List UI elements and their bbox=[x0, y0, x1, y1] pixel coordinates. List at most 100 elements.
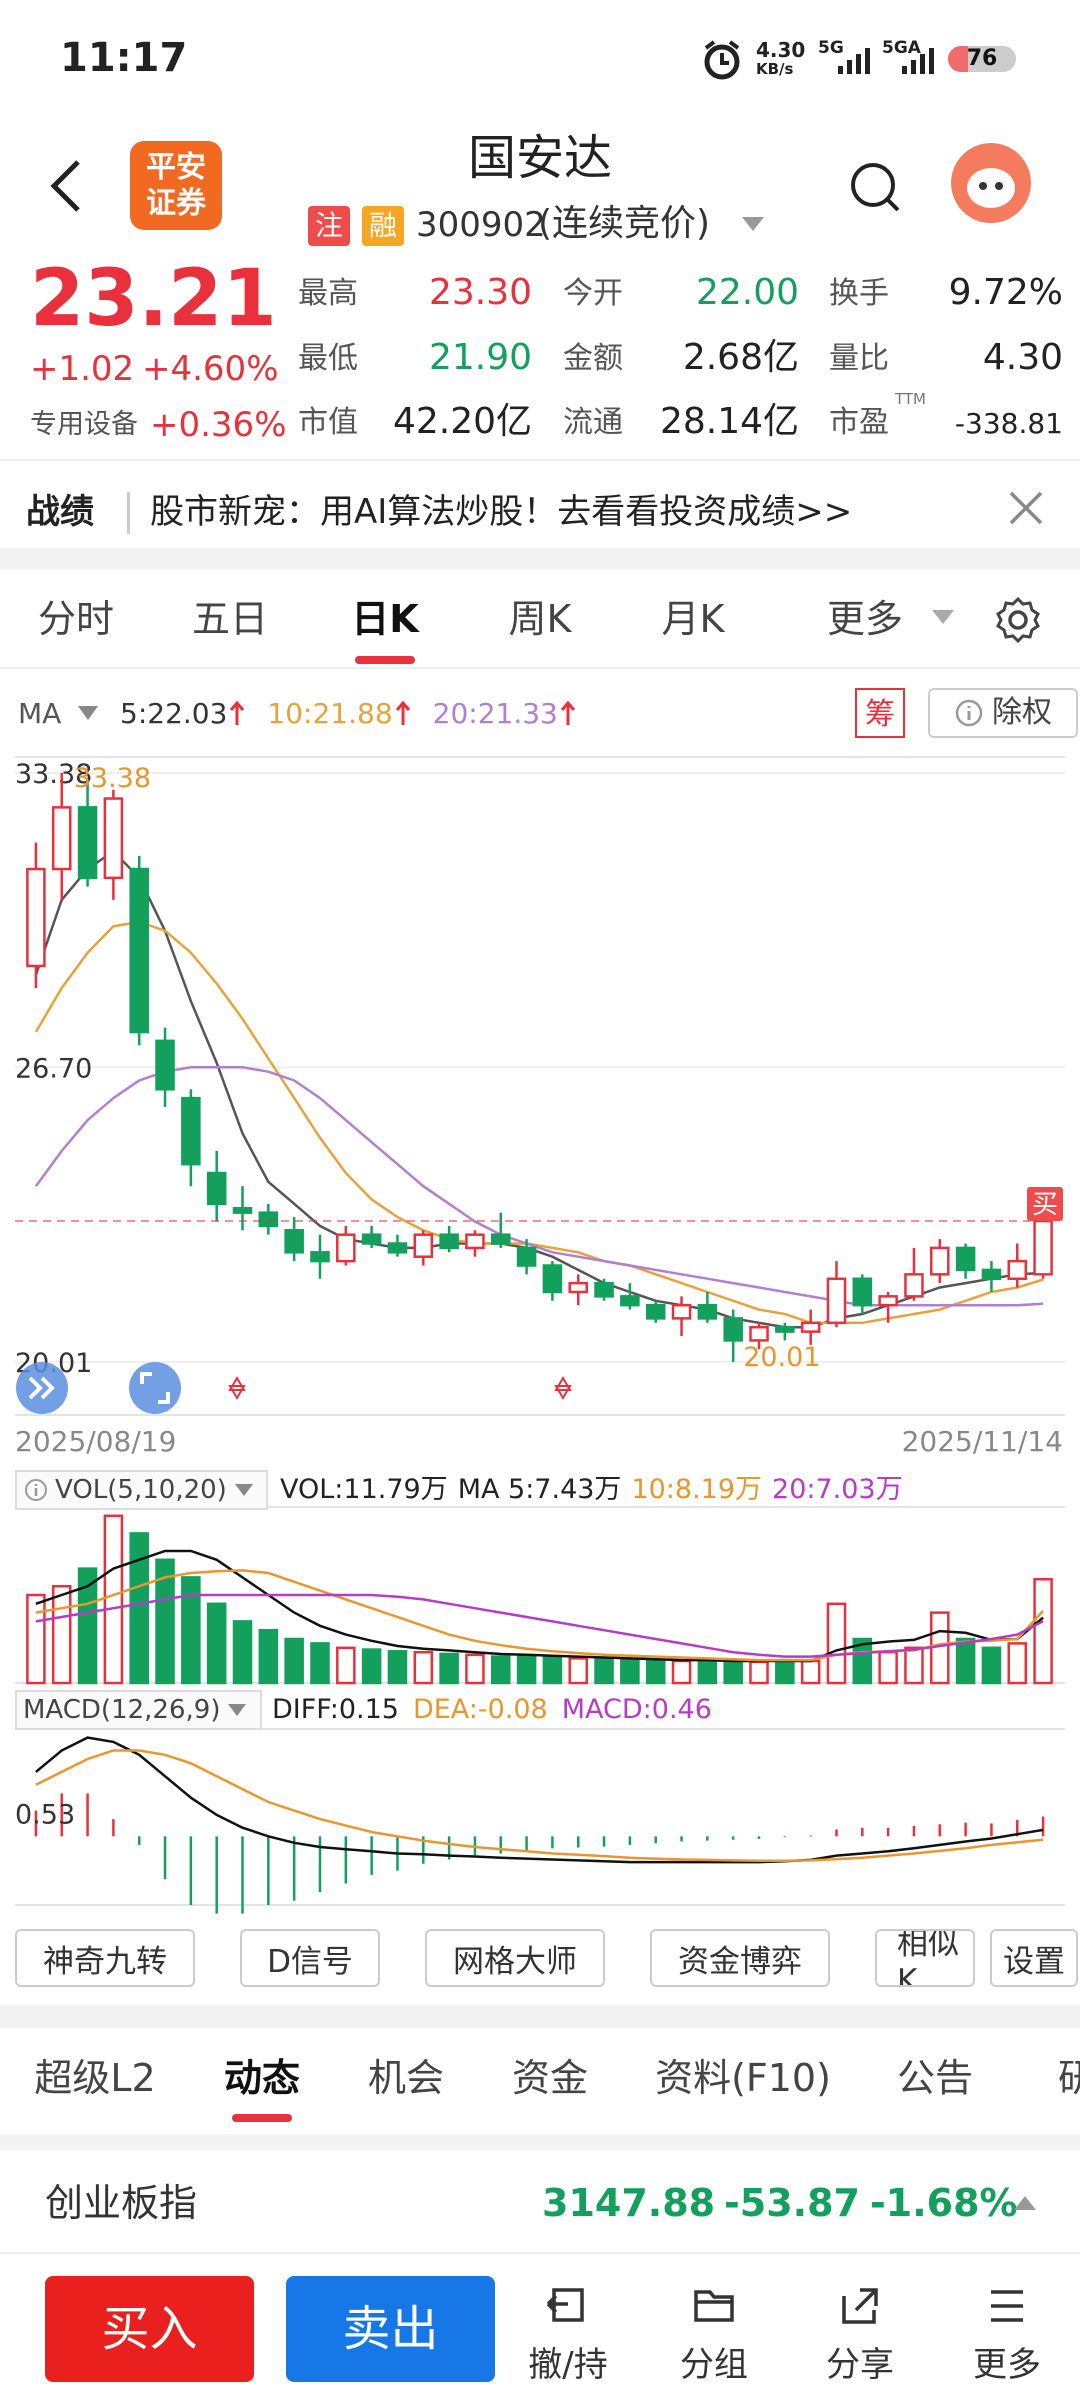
info-icon bbox=[25, 1479, 47, 1501]
volume-bar bbox=[1033, 1577, 1053, 1685]
macd-selector[interactable]: MACD(12,26,9) bbox=[15, 1690, 262, 1730]
dropdown-icon[interactable] bbox=[740, 215, 766, 233]
dropdown-icon bbox=[234, 1484, 253, 1496]
collapse-icon bbox=[28, 1376, 55, 1400]
expand-icon[interactable] bbox=[1012, 2194, 1038, 2212]
tool-button[interactable]: 网格大师 bbox=[425, 1929, 605, 1987]
vol-selector[interactable]: VOL(5,10,20) bbox=[15, 1470, 268, 1510]
event-marker bbox=[228, 1376, 246, 1400]
dropdown-icon[interactable] bbox=[930, 608, 956, 626]
candle-body bbox=[981, 1268, 1002, 1280]
volume-bar bbox=[800, 1659, 821, 1685]
dropdown-icon[interactable] bbox=[76, 704, 100, 722]
stat-value: 28.14亿 bbox=[659, 401, 799, 442]
ma-value: 5:22.03 bbox=[120, 697, 228, 730]
info-tab[interactable]: 超级L2 bbox=[34, 2056, 156, 2100]
ma-line bbox=[34, 1066, 1044, 1307]
stat-label: 金额 bbox=[563, 341, 623, 376]
info-tab[interactable]: 资料(F10) bbox=[655, 2056, 831, 2100]
banner-text[interactable]: 股市新宠：用AI算法炒股！去看看投资成绩>> bbox=[150, 492, 853, 532]
stat-label: 换手 bbox=[829, 276, 889, 311]
candle-body bbox=[749, 1325, 769, 1342]
chip-button[interactable]: 筹 bbox=[855, 688, 905, 738]
action-label[interactable]: 分组 bbox=[680, 2345, 748, 2385]
chart-tab[interactable]: 分时 bbox=[37, 597, 114, 641]
gap bbox=[0, 2005, 1080, 2028]
y-tick-label: 33.38 bbox=[15, 759, 92, 790]
stat-label: 最高 bbox=[298, 276, 358, 311]
candle-body bbox=[129, 867, 149, 1034]
vol-label: VOL(5,10,20) bbox=[55, 1475, 227, 1505]
volume-bar bbox=[490, 1655, 511, 1685]
logo-text: 平安 bbox=[146, 149, 206, 185]
candle-body bbox=[206, 1171, 227, 1206]
candle-body bbox=[181, 1096, 201, 1166]
stat-label: 今开 bbox=[563, 276, 623, 311]
macd-legend-item: DIFF:0.15 bbox=[272, 1694, 399, 1725]
close-button[interactable] bbox=[1008, 490, 1044, 526]
stat-value: 23.30 bbox=[428, 272, 532, 313]
candle-body bbox=[465, 1233, 485, 1250]
divider bbox=[0, 459, 1080, 461]
net-speed: 4.30 bbox=[756, 38, 806, 62]
volume-bar bbox=[206, 1602, 227, 1685]
ma-value: 10:21.88 bbox=[267, 697, 393, 730]
volume-bar bbox=[568, 1657, 589, 1685]
volume-bar bbox=[775, 1660, 795, 1685]
ma-line bbox=[34, 920, 1044, 1325]
back-button[interactable] bbox=[46, 158, 86, 214]
info-tab[interactable]: 公告 bbox=[896, 2056, 973, 2100]
action-label[interactable]: 更多 bbox=[973, 2345, 1041, 2385]
ma-legend-item: 5:22.03 bbox=[120, 700, 245, 728]
chart-tab[interactable]: 更多 bbox=[826, 597, 903, 641]
tool-button[interactable]: D信号 bbox=[240, 1929, 380, 1987]
volume-bar bbox=[749, 1660, 769, 1685]
tag: 注 bbox=[308, 206, 350, 246]
macd-legend-item: DEA:-0.08 bbox=[412, 1694, 548, 1725]
y-tick-label: 26.70 bbox=[15, 1053, 92, 1084]
adjust-button[interactable]: 除权 bbox=[928, 688, 1078, 738]
buy-button[interactable]: 买入 bbox=[45, 2276, 254, 2382]
vol-legend-item: 10:8.19万 bbox=[631, 1474, 763, 1505]
chart-tab[interactable]: 月K bbox=[661, 597, 725, 641]
time: 11:17 bbox=[60, 35, 188, 81]
info-tab[interactable]: 资金 bbox=[511, 2056, 588, 2100]
action-label[interactable]: 分享 bbox=[826, 2345, 894, 2385]
stock-code: 300902 bbox=[416, 205, 546, 245]
price-change-pct: +4.60% bbox=[142, 349, 279, 389]
volume-bar bbox=[955, 1637, 976, 1685]
tool-button[interactable]: 神奇九转 bbox=[15, 1929, 195, 1987]
settings-button[interactable] bbox=[994, 596, 1042, 644]
tool-button[interactable]: 相似K bbox=[875, 1929, 975, 1987]
action-label[interactable]: 撤/持 bbox=[528, 2345, 608, 2385]
search-button[interactable] bbox=[848, 160, 904, 216]
stat-sup: TTM bbox=[895, 390, 927, 408]
tool-button[interactable]: 资金博弈 bbox=[650, 1929, 830, 1987]
volume-bar bbox=[465, 1653, 485, 1685]
action-icon bbox=[991, 2290, 1023, 2322]
volume-bar bbox=[594, 1657, 614, 1685]
candle-body bbox=[568, 1281, 589, 1294]
candle-body bbox=[671, 1303, 692, 1320]
avatar[interactable] bbox=[950, 142, 1032, 224]
info-tab[interactable]: 研报 bbox=[1058, 2059, 1080, 2097]
tag: 融 bbox=[362, 206, 404, 246]
volume-bar bbox=[542, 1656, 563, 1685]
volume-bar bbox=[284, 1637, 304, 1685]
tool-button[interactable]: 设置 bbox=[990, 1929, 1078, 1987]
chart-tab[interactable]: 周K bbox=[508, 597, 572, 641]
info-tab[interactable]: 动态 bbox=[223, 2056, 300, 2100]
volume-bar bbox=[181, 1576, 201, 1685]
chart-tab[interactable]: 日K bbox=[351, 597, 419, 641]
volume-bar bbox=[103, 1514, 124, 1685]
stat-label: 最低 bbox=[298, 341, 358, 376]
info-tab[interactable]: 机会 bbox=[367, 2056, 444, 2100]
diff-line bbox=[35, 1736, 1044, 1864]
ma-label: MA bbox=[18, 697, 62, 730]
net-speed-unit: KB/s bbox=[756, 60, 794, 78]
stat-value: 21.90 bbox=[428, 337, 532, 378]
chart-tab[interactable]: 五日 bbox=[191, 597, 268, 641]
candle-body bbox=[904, 1273, 924, 1298]
sell-button[interactable]: 卖出 bbox=[286, 2276, 495, 2382]
candle-body bbox=[955, 1246, 976, 1272]
